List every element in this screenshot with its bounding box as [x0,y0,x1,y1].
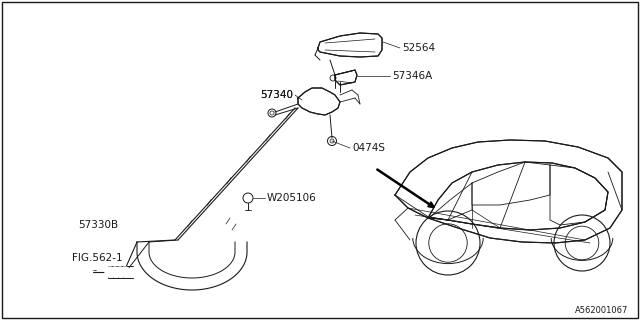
Polygon shape [335,70,357,85]
Circle shape [110,267,120,277]
Text: W205106: W205106 [267,193,317,203]
Text: 52564: 52564 [402,43,435,53]
Text: 57340: 57340 [260,90,293,100]
Circle shape [105,267,115,277]
Circle shape [120,267,130,277]
Text: FIG.562-1: FIG.562-1 [72,253,123,263]
Text: 0474S: 0474S [352,143,385,153]
Polygon shape [428,162,608,230]
Polygon shape [395,140,622,243]
Text: 57340: 57340 [260,90,293,100]
Polygon shape [318,33,382,57]
Circle shape [115,267,125,277]
Text: A562001067: A562001067 [575,306,628,315]
Polygon shape [298,88,340,115]
Text: 57346A: 57346A [392,71,432,81]
Text: 57330B: 57330B [78,220,118,230]
